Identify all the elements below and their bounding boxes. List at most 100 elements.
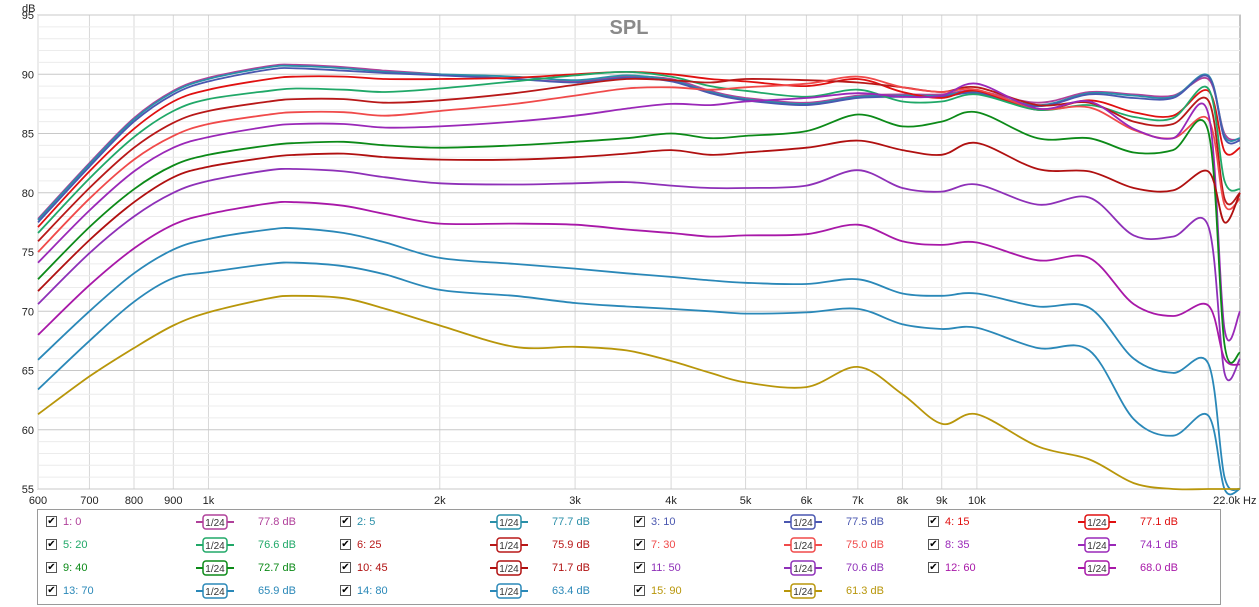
legend-item: ✔ 3: 10 1/24 77.5 dB <box>634 512 924 532</box>
legend-item: ✔ 11: 50 1/24 70.6 dB <box>634 558 924 578</box>
legend-smoothing-button[interactable]: 1/24 <box>1078 537 1116 553</box>
legend-smoothing-box <box>202 583 228 599</box>
legend-checkbox[interactable]: ✔ <box>340 562 351 573</box>
legend-series-name: 7: 30 <box>651 539 676 551</box>
legend-item: ✔ 6: 25 1/24 75.9 dB <box>340 535 630 555</box>
legend-series-value: 77.5 dB <box>846 516 884 528</box>
series-line <box>37 77 1241 242</box>
legend-checkbox[interactable]: ✔ <box>634 539 645 550</box>
legend-series-name: 2: 5 <box>357 516 376 528</box>
legend-item: ✔ 7: 30 1/24 75.0 dB <box>634 535 924 555</box>
legend-checkbox[interactable]: ✔ <box>928 516 939 527</box>
y-tick-label: 85 <box>22 129 34 141</box>
legend-smoothing-button[interactable]: 1/24 <box>490 537 528 553</box>
y-axis-unit: dB <box>22 3 35 15</box>
legend-checkbox[interactable]: ✔ <box>340 516 351 527</box>
legend-smoothing-label: 1/24 <box>793 564 813 575</box>
legend-series-value: 76.6 dB <box>258 539 296 551</box>
legend-smoothing-button[interactable]: 1/24 <box>196 560 234 576</box>
legend: ✔ 1: 0 1/24 77.8 dB ✔ 2: 5 1/24 77.7 dB ✔ 3: 10 1/… <box>37 509 1221 605</box>
legend-item: ✔ 12: 60 1/24 68.0 dB <box>928 558 1218 578</box>
legend-smoothing-box <box>202 514 228 530</box>
legend-smoothing-button[interactable]: 1/24 <box>784 514 822 530</box>
legend-series-name: 4: 15 <box>945 516 970 528</box>
legend-series-name: 3: 10 <box>651 516 676 528</box>
legend-series-value: 77.8 dB <box>258 516 296 528</box>
legend-checkbox[interactable]: ✔ <box>928 562 939 573</box>
legend-smoothing-button[interactable]: 1/24 <box>784 537 822 553</box>
legend-smoothing-label: 1/24 <box>793 587 813 598</box>
legend-checkbox[interactable]: ✔ <box>634 562 645 573</box>
x-tick-label: 9k <box>936 495 948 507</box>
x-tick-label: 7k <box>852 495 864 507</box>
legend-item: ✔ 8: 35 1/24 74.1 dB <box>928 535 1218 555</box>
legend-checkbox[interactable]: ✔ <box>340 585 351 596</box>
legend-series-value: 70.6 dB <box>846 562 884 574</box>
legend-checkbox[interactable]: ✔ <box>634 585 645 596</box>
legend-series-value: 75.9 dB <box>552 539 590 551</box>
legend-item: ✔ 14: 80 1/24 63.4 dB <box>340 581 630 601</box>
legend-series-value: 65.9 dB <box>258 585 296 597</box>
y-axis-ticks: 55 60 65 70 75 80 85 90 95 <box>22 10 34 496</box>
legend-item: ✔ 10: 45 1/24 71.7 dB <box>340 558 630 578</box>
legend-smoothing-label: 1/24 <box>793 518 813 529</box>
x-axis-unit: Hz <box>1243 495 1256 507</box>
x-tick-label: 1k <box>203 495 215 507</box>
series-line <box>37 167 1241 382</box>
legend-smoothing-button[interactable]: 1/24 <box>490 560 528 576</box>
legend-smoothing-box <box>790 560 816 576</box>
x-tick-label: 6k <box>801 495 813 507</box>
legend-smoothing-box <box>1084 560 1110 576</box>
legend-smoothing-button[interactable]: 1/24 <box>784 560 822 576</box>
legend-series-value: 75.0 dB <box>846 539 884 551</box>
legend-series-name: 6: 25 <box>357 539 382 551</box>
legend-checkbox[interactable]: ✔ <box>340 539 351 550</box>
legend-checkbox[interactable]: ✔ <box>46 539 57 550</box>
legend-series-value: 74.1 dB <box>1140 539 1178 551</box>
series-line <box>37 294 1240 491</box>
y-tick-label: 55 <box>22 484 34 496</box>
series-line <box>37 261 1241 496</box>
legend-series-name: 15: 90 <box>651 585 682 597</box>
legend-smoothing-button[interactable]: 1/24 <box>196 583 234 599</box>
y-tick-label: 90 <box>22 69 34 81</box>
legend-series-value: 63.4 dB <box>552 585 590 597</box>
series-line <box>37 227 1241 492</box>
legend-item: ✔ 2: 5 1/24 77.7 dB <box>340 512 630 532</box>
x-tick-label: 700 <box>80 495 98 507</box>
legend-smoothing-button[interactable]: 1/24 <box>490 514 528 530</box>
legend-smoothing-button[interactable]: 1/24 <box>490 583 528 599</box>
legend-smoothing-label: 1/24 <box>205 541 225 552</box>
legend-item: ✔ 9: 40 1/24 72.7 dB <box>46 558 336 578</box>
legend-series-name: 10: 45 <box>357 562 388 574</box>
legend-smoothing-button[interactable]: 1/24 <box>1078 514 1116 530</box>
legend-smoothing-box <box>496 560 522 576</box>
legend-series-name: 9: 40 <box>63 562 88 574</box>
legend-series-name: 1: 0 <box>63 516 82 528</box>
legend-smoothing-box <box>496 537 522 553</box>
legend-smoothing-label: 1/24 <box>205 587 225 598</box>
series-line <box>37 139 1241 292</box>
legend-smoothing-box <box>496 514 522 530</box>
legend-series-name: 13: 70 <box>63 585 94 597</box>
legend-smoothing-button[interactable]: 1/24 <box>196 514 234 530</box>
legend-item: ✔ 15: 90 1/24 61.3 dB <box>634 581 924 601</box>
legend-item: ✔ 13: 70 1/24 65.9 dB <box>46 581 336 601</box>
legend-smoothing-label: 1/24 <box>499 587 519 598</box>
legend-item: ✔ 1: 0 1/24 77.8 dB <box>46 512 336 532</box>
series-line <box>37 110 1241 364</box>
legend-series-name: 11: 50 <box>651 562 681 574</box>
legend-checkbox[interactable]: ✔ <box>928 539 939 550</box>
series-line <box>37 63 1241 220</box>
legend-smoothing-button[interactable]: 1/24 <box>1078 560 1116 576</box>
legend-checkbox[interactable]: ✔ <box>46 585 57 596</box>
legend-smoothing-label: 1/24 <box>205 564 225 575</box>
legend-smoothing-button[interactable]: 1/24 <box>196 537 234 553</box>
legend-smoothing-button[interactable]: 1/24 <box>784 583 822 599</box>
legend-checkbox[interactable]: ✔ <box>46 562 57 573</box>
legend-checkbox[interactable]: ✔ <box>46 516 57 527</box>
x-tick-label: 2k <box>434 495 446 507</box>
legend-smoothing-box <box>496 583 522 599</box>
legend-checkbox[interactable]: ✔ <box>634 516 645 527</box>
x-axis-ticks: 600 700 800 900 1k 2k 3k 4k 5k 6k 7k 8k 9k 10k 22.0k <box>29 495 1241 507</box>
